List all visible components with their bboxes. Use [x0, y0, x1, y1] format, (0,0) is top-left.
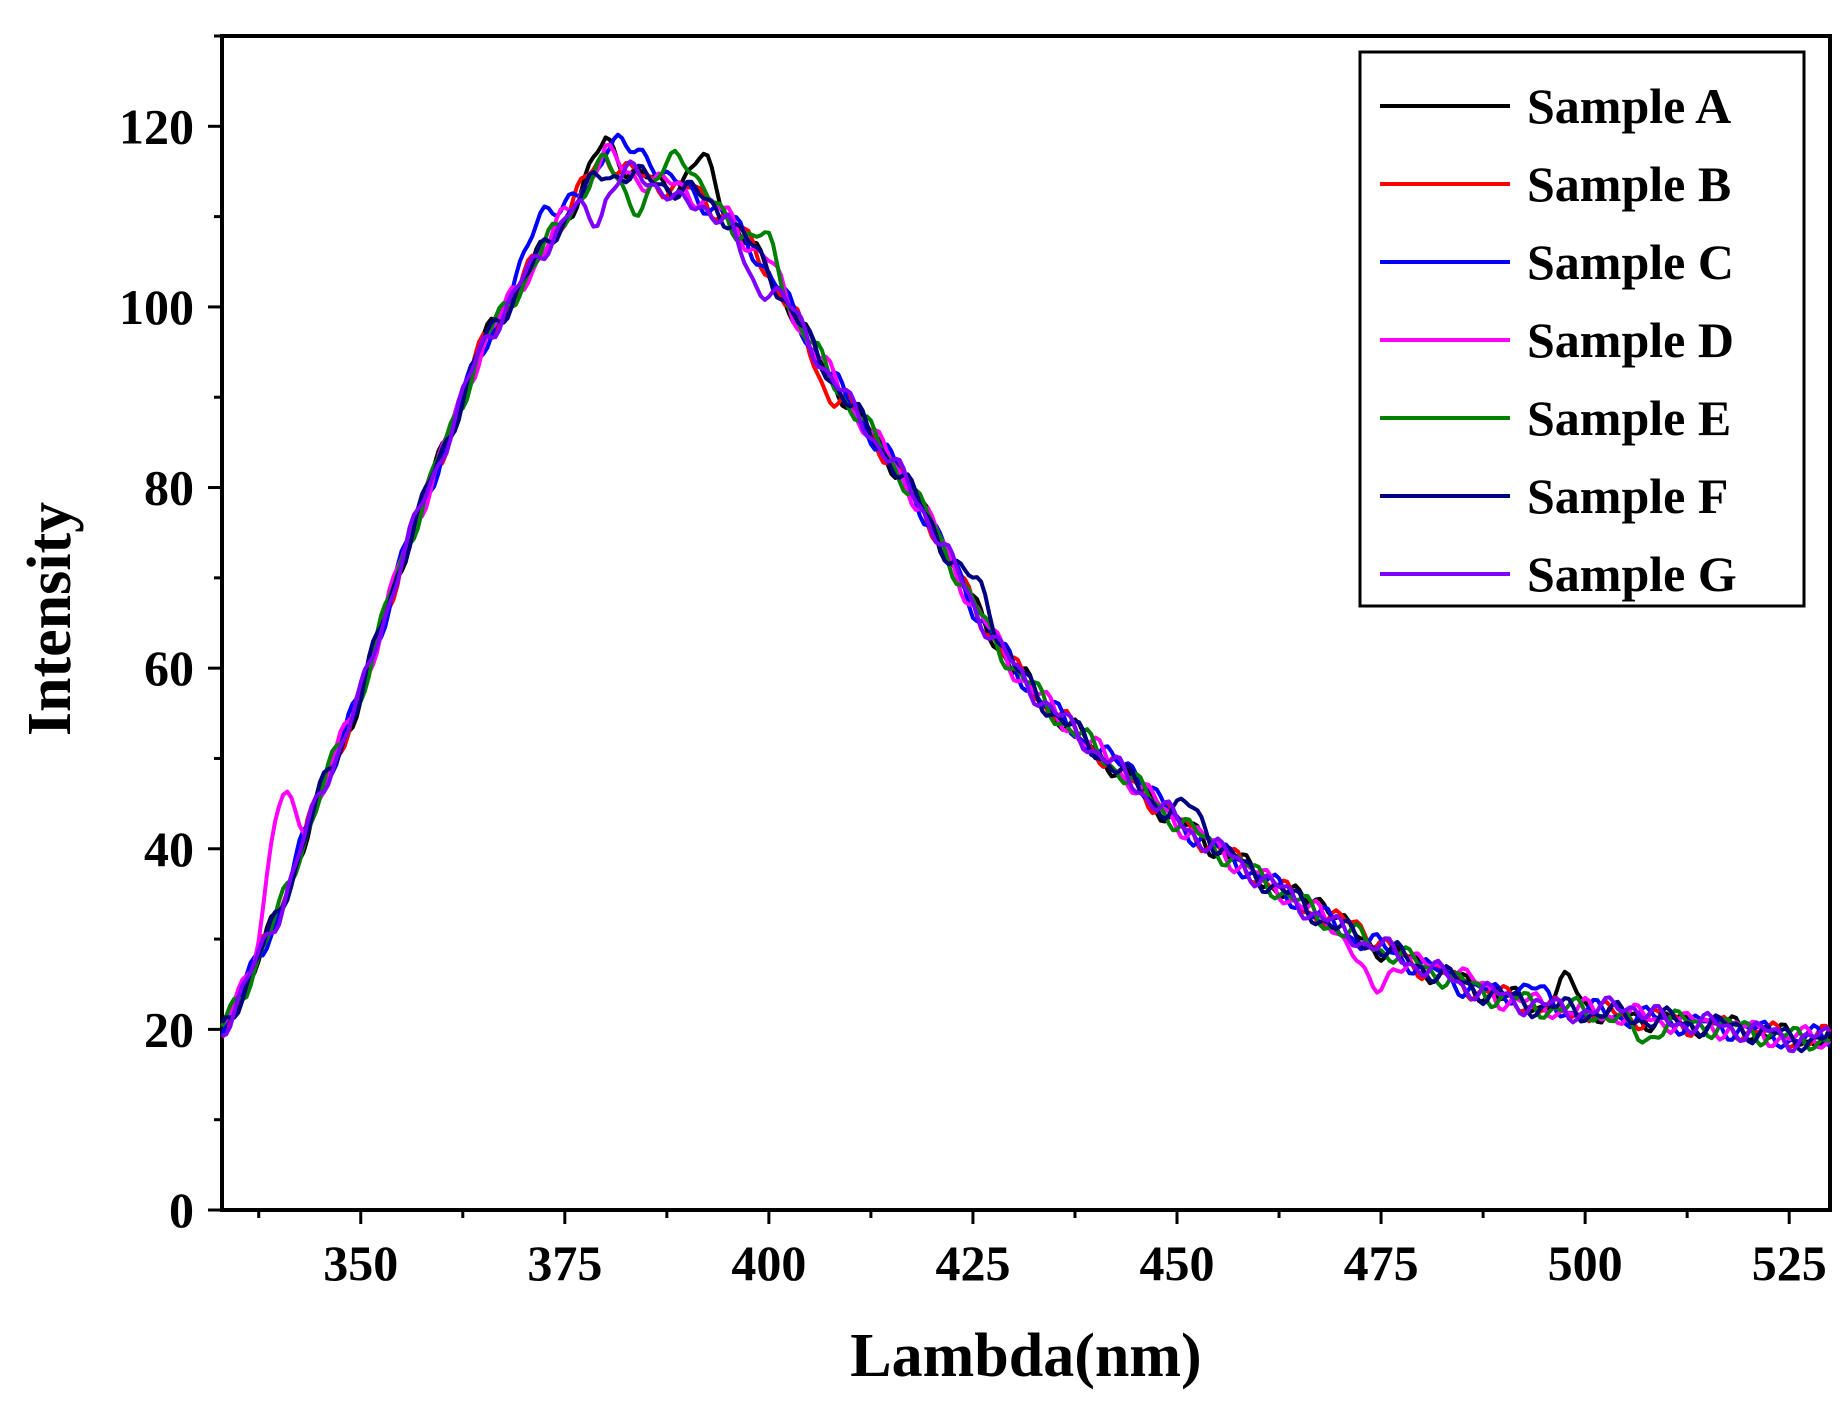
legend-label: Sample B [1527, 156, 1731, 212]
series-line-sample-a [221, 135, 1832, 1049]
y-tick-label: 60 [144, 640, 194, 696]
legend: Sample A Sample B Sample C Sample D Sample E… [1358, 50, 1806, 608]
y-tick-label: 100 [119, 279, 194, 335]
legend-label: Sample A [1527, 78, 1731, 134]
y-tick-label: 0 [169, 1182, 194, 1238]
legend-label: Sample E [1527, 390, 1731, 446]
legend-label: Sample G [1527, 546, 1737, 602]
y-axis-title: Intensity [16, 502, 84, 736]
y-tick-label: 20 [144, 1001, 194, 1057]
plot-frame [220, 34, 1832, 1212]
y-tick-label: 80 [144, 460, 194, 516]
x-tick-label: 525 [1752, 1235, 1827, 1291]
x-tick-label: 500 [1548, 1235, 1623, 1291]
y-tick-label: 120 [119, 98, 194, 154]
x-axis-title: Lambda(nm) [850, 1322, 1201, 1390]
x-tick-label: 350 [323, 1235, 398, 1291]
legend-label: Sample C [1527, 234, 1734, 290]
legend-label: Sample D [1527, 312, 1734, 368]
series-line-sample-g [221, 159, 1832, 1054]
series-lines [220, 132, 1832, 1054]
y-axis: 0 20 40 60 80 100 120 [119, 34, 222, 1238]
x-tick-label: 475 [1344, 1235, 1419, 1291]
x-tick-label: 375 [527, 1235, 602, 1291]
x-tick-label: 450 [1140, 1235, 1215, 1291]
series-line-sample-c [220, 132, 1832, 1050]
legend-box [1358, 50, 1806, 608]
legend-label: Sample F [1527, 468, 1728, 524]
x-tick-label: 425 [935, 1235, 1010, 1291]
y-tick-label: 40 [144, 821, 194, 877]
x-axis: 350 375 400 425 450 475 500 525 [257, 1210, 1827, 1291]
x-tick-label: 400 [731, 1235, 806, 1291]
